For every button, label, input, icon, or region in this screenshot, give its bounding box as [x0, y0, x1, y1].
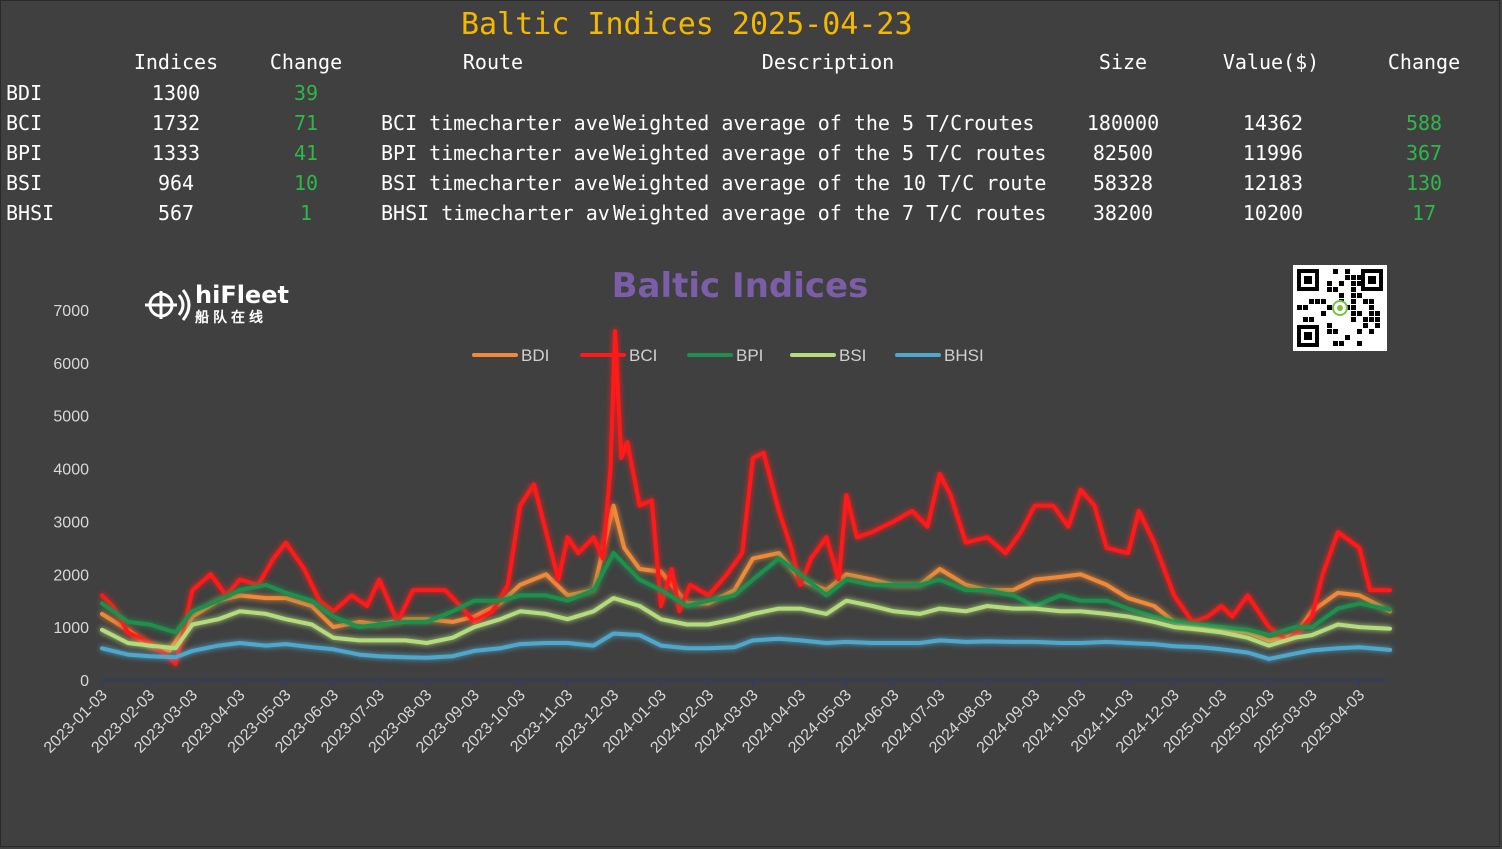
- logo-subtitle: 船队在线: [195, 310, 267, 326]
- legend[interactable]: BDI BCI BPI BSI BHSI: [472, 346, 984, 365]
- legend-item-bdi[interactable]: BDI: [472, 346, 549, 365]
- series-layer: [100, 329, 1392, 667]
- y-tick-label: 7000: [53, 303, 89, 320]
- row-description: Weighted average of the 5 T/Croutes: [613, 111, 1035, 135]
- series-line-bdi: [100, 503, 1392, 653]
- row-size: 38200: [1092, 201, 1154, 225]
- row-value-change: 17: [1411, 201, 1437, 225]
- row-value-change: 130: [1405, 171, 1443, 195]
- y-tick-label: 4000: [53, 462, 89, 479]
- series-line-bci: [100, 329, 1392, 667]
- row-code: BCI: [6, 111, 43, 135]
- legend-label: BSI: [839, 346, 866, 365]
- legend-label: BCI: [629, 346, 657, 365]
- series-line-bsi: [100, 596, 1392, 651]
- row-value: 14362: [1242, 111, 1304, 135]
- row-code: BDI: [6, 81, 43, 105]
- row-code: BPI: [6, 141, 43, 165]
- row-route: BPI timecharter ave: [381, 141, 610, 165]
- row-value-change: 588: [1405, 111, 1443, 135]
- chart-title: Baltic Indices: [612, 266, 869, 306]
- row-value: 11996: [1242, 141, 1304, 165]
- legend-label: BHSI: [944, 346, 984, 365]
- row-index: 1732: [151, 111, 201, 135]
- legend-item-bpi[interactable]: BPI: [687, 346, 763, 365]
- ship-wheel-icon: [145, 289, 191, 321]
- row-change: 39: [293, 81, 319, 105]
- legend-label: BDI: [521, 346, 549, 365]
- x-axis: 2023-01-032023-02-032023-03-032023-04-03…: [41, 679, 1390, 757]
- row-value-change: 367: [1405, 141, 1443, 165]
- y-tick-label: 6000: [53, 356, 89, 373]
- row-change: 71: [293, 111, 319, 135]
- row-value: 12183: [1242, 171, 1304, 195]
- qr-code-icon: [1297, 269, 1383, 347]
- series-line-bpi: [100, 551, 1392, 638]
- y-tick-label: 0: [80, 673, 89, 690]
- col-header-size: Size: [1098, 50, 1148, 74]
- row-description: Weighted average of the 7 T/C routes: [613, 201, 1047, 225]
- row-route: BHSI timecharter av: [381, 201, 610, 225]
- row-size: 180000: [1086, 111, 1160, 135]
- qr-code: [1293, 265, 1387, 351]
- logo-name: hiFleet: [195, 281, 289, 309]
- y-tick-label: 1000: [53, 620, 89, 637]
- y-tick-label: 2000: [53, 567, 89, 584]
- row-index: 567: [157, 201, 195, 225]
- col-header-value: Value($): [1222, 50, 1320, 74]
- col-header-value-change: Change: [1387, 50, 1461, 74]
- col-header-change: Change: [269, 50, 343, 74]
- series-line-bhsi: [100, 631, 1392, 661]
- row-index: 1300: [151, 81, 201, 105]
- legend-item-bci[interactable]: BCI: [580, 346, 657, 365]
- row-size: 58328: [1092, 171, 1154, 195]
- row-description: Weighted average of the 10 T/C route: [613, 171, 1047, 195]
- y-tick-label: 5000: [53, 409, 89, 426]
- col-header-description: Description: [761, 50, 895, 74]
- page-title: Baltic Indices 2025-04-23: [461, 7, 913, 42]
- legend-item-bsi[interactable]: BSI: [790, 346, 866, 365]
- col-header-route: Route: [462, 50, 524, 74]
- line-chart: Baltic Indices 0 1000 2000 3000 4000 5000 6000…: [41, 266, 1392, 757]
- row-size: 82500: [1092, 141, 1154, 165]
- row-change: 1: [299, 201, 313, 225]
- legend-label: BPI: [736, 346, 763, 365]
- row-route: BSI timecharter ave: [381, 171, 610, 195]
- y-tick-label: 3000: [53, 514, 89, 531]
- row-change: 41: [293, 141, 319, 165]
- legend-item-bhsi[interactable]: BHSI: [895, 346, 984, 365]
- row-code: BSI: [6, 171, 43, 195]
- row-description: Weighted average of the 5 T/C routes: [613, 141, 1047, 165]
- row-index: 964: [157, 171, 195, 195]
- hifleet-logo: hiFleet 船队在线: [143, 281, 293, 327]
- row-route: BCI timecharter ave: [381, 111, 610, 135]
- col-header-indices: Indices: [133, 50, 219, 74]
- row-value: 10200: [1242, 201, 1304, 225]
- y-axis: 0 1000 2000 3000 4000 5000 6000 7000: [53, 303, 89, 690]
- row-change: 10: [293, 171, 319, 195]
- row-code: BHSI: [6, 201, 55, 225]
- row-index: 1333: [151, 141, 201, 165]
